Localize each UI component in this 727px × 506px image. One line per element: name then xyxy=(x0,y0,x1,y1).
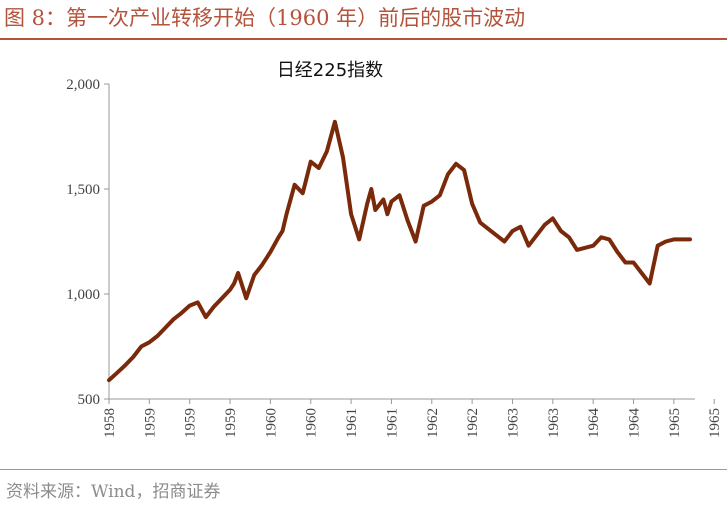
x-tick-label: 1962 xyxy=(465,408,481,438)
x-tick-label: 1965 xyxy=(707,408,723,438)
figure-title: 图 8：第一次产业转移开始（1960 年）前后的股市波动 xyxy=(4,6,526,30)
x-tick-label: 1960 xyxy=(304,408,320,438)
source-note: 资料来源：Wind，招商证券 xyxy=(6,482,221,502)
x-tick-label: 1963 xyxy=(546,408,562,438)
x-tick-label: 1959 xyxy=(142,408,158,438)
source-rule xyxy=(0,469,727,470)
series-line xyxy=(107,119,692,383)
chart-title: 日经225指数 xyxy=(277,60,383,81)
x-tick-label: 1965 xyxy=(667,408,683,438)
y-tick-label: 1,000 xyxy=(66,287,100,303)
x-tick-label: 1958 xyxy=(102,408,118,438)
x-tick-label: 1964 xyxy=(627,408,643,439)
x-tick-label: 1959 xyxy=(183,408,199,438)
x-tick-label: 1960 xyxy=(263,408,279,438)
x-tick-label: 1964 xyxy=(586,408,602,439)
x-tick-label: 1961 xyxy=(344,408,360,438)
x-tick-label: 1963 xyxy=(505,408,521,438)
x-tick-label: 1961 xyxy=(384,408,400,438)
y-tick-group: 500 1,000 1,500 2,000 xyxy=(66,77,109,408)
y-tick-label: 2,000 xyxy=(66,77,100,93)
y-tick-label: 1,500 xyxy=(66,182,100,198)
x-tick-group: 1958 1959 1959 1959 1960 1960 1961 1961 1962 1962… xyxy=(102,399,723,438)
x-tick-label: 1962 xyxy=(425,408,441,438)
y-tick-label: 500 xyxy=(78,392,101,408)
x-tick-label: 1959 xyxy=(223,408,239,438)
title-rule xyxy=(0,38,727,40)
